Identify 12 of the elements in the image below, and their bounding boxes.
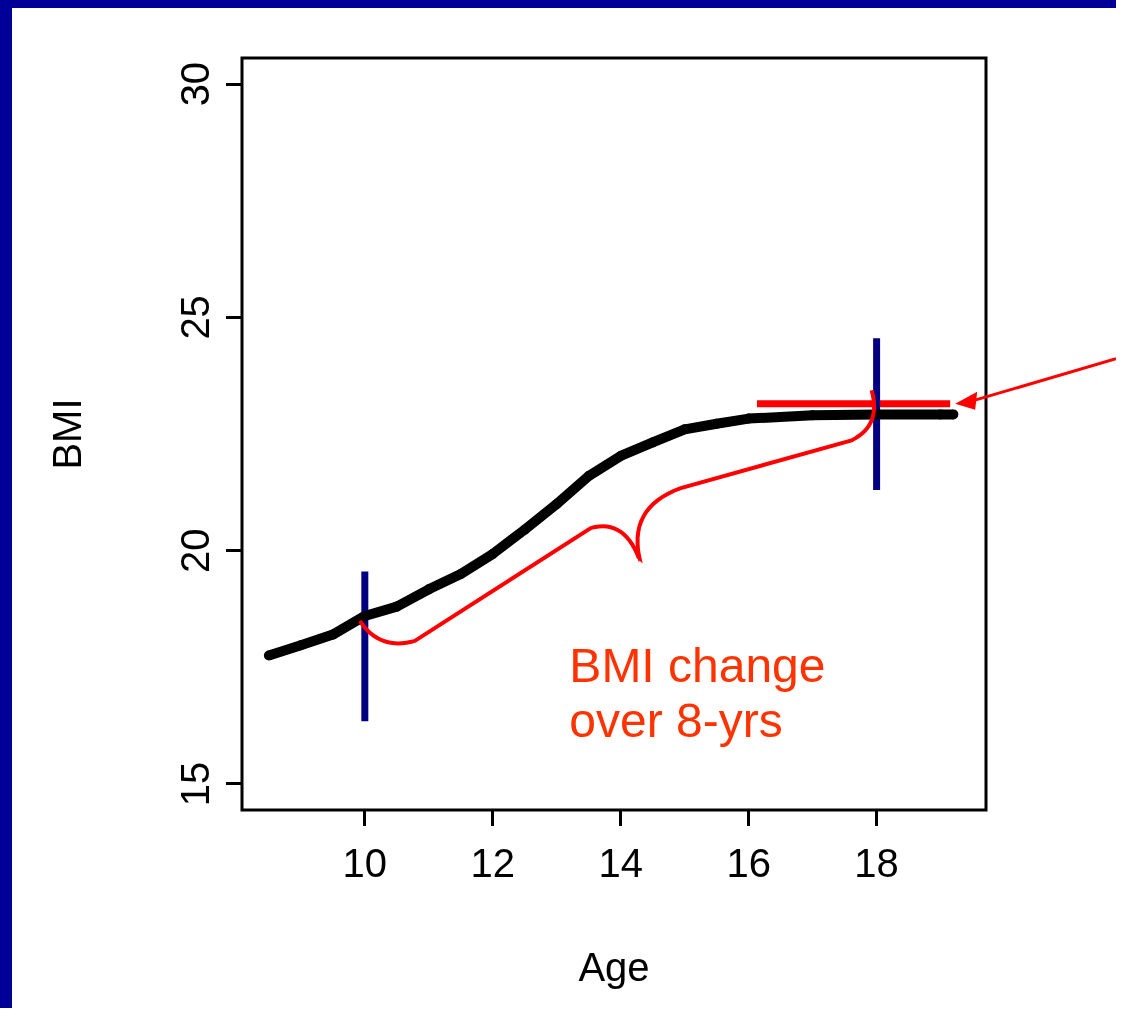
y-tick-label: 30 bbox=[173, 61, 218, 107]
y-axis-title: BMI bbox=[45, 398, 90, 470]
y-tick-label: 25 bbox=[173, 295, 218, 340]
annotation: BMI change over 8-yrs bbox=[569, 639, 826, 748]
x-axis-title: Age bbox=[578, 945, 650, 990]
y-tick-label: 20 bbox=[173, 528, 218, 573]
x-tick-label: 14 bbox=[598, 841, 643, 886]
x-tick-label: 16 bbox=[726, 841, 771, 886]
x-tick-label: 18 bbox=[854, 841, 899, 886]
x-tick-label: 10 bbox=[342, 841, 388, 886]
y-tick-label: 15 bbox=[173, 761, 218, 807]
x-tick-label: 12 bbox=[470, 841, 516, 886]
